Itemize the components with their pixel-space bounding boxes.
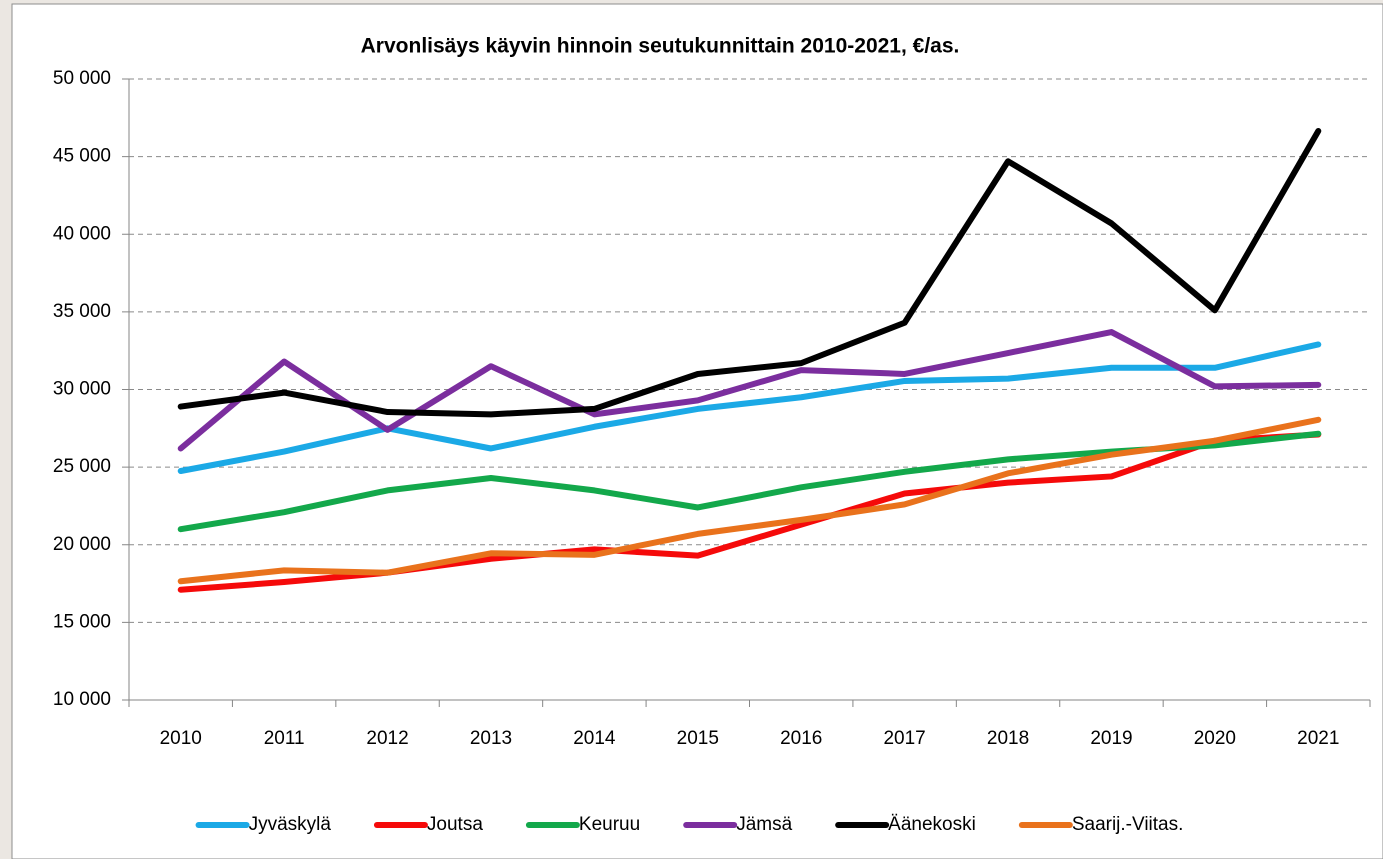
x-tick-label: 2010	[160, 728, 202, 749]
x-tick-label: 2018	[987, 728, 1029, 749]
chart-frame	[11, 3, 1383, 859]
y-tick-label: 10 000	[53, 689, 111, 710]
legend-label: Joutsa	[427, 814, 483, 835]
x-tick-label: 2017	[883, 728, 925, 749]
x-tick-label: 2012	[366, 728, 408, 749]
y-tick-label: 20 000	[53, 534, 111, 555]
data-line	[177, 329, 1322, 452]
y-tick-label: 35 000	[53, 301, 111, 322]
x-tick-label: 2015	[677, 728, 719, 749]
x-tick-label: 2021	[1297, 728, 1339, 749]
y-tick-label: 45 000	[53, 146, 111, 167]
legend-label: Saarij.-Viitas.	[1072, 814, 1184, 835]
data-line	[177, 416, 1322, 585]
legend-label: Jämsä	[736, 814, 792, 835]
y-tick-label: 15 000	[53, 611, 111, 632]
x-tick-label: 2016	[780, 728, 822, 749]
y-tick-label: 30 000	[53, 379, 111, 400]
x-tick-label: 2011	[264, 728, 305, 749]
x-tick-label: 2020	[1194, 728, 1236, 749]
chart-title: Arvonlisäys käyvin hinnoin seutukunnitta…	[361, 35, 960, 58]
x-tick-label: 2014	[573, 728, 616, 749]
x-tick-label: 2013	[470, 728, 512, 749]
data-line	[177, 128, 1322, 418]
y-tick-label: 25 000	[53, 456, 111, 477]
legend-label: Jyväskylä	[249, 814, 332, 835]
data-line	[177, 341, 1322, 475]
x-tick-label: 2019	[1090, 728, 1132, 749]
y-tick-label: 40 000	[53, 223, 111, 244]
y-tick-label: 50 000	[53, 68, 111, 89]
legend-label: Äänekoski	[888, 814, 976, 835]
legend-label: Keuruu	[579, 814, 640, 835]
